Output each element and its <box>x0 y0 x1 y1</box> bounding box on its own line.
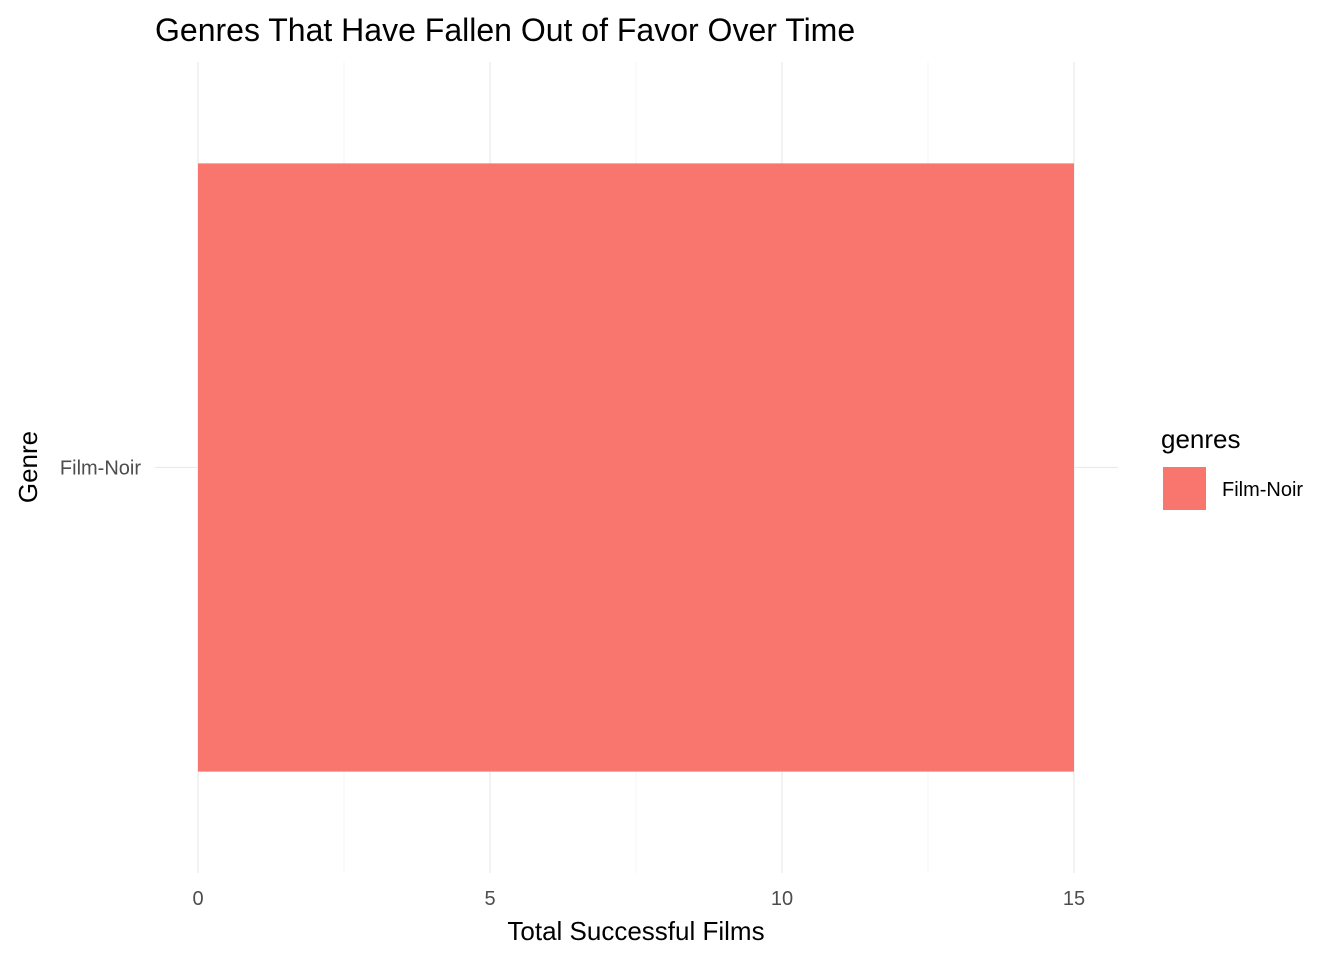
chart-title: Genres That Have Fallen Out of Favor Ove… <box>155 12 855 48</box>
x-tick-label: 5 <box>484 888 495 910</box>
y-axis-title: Genre <box>13 431 43 503</box>
bar-film-noir <box>198 163 1074 772</box>
legend: genres Film-Noir <box>1161 424 1303 510</box>
legend-swatch <box>1163 467 1206 510</box>
tick-labels: Film-Noir 0 5 10 15 <box>60 458 1085 911</box>
bars <box>198 163 1074 772</box>
legend-title: genres <box>1161 424 1241 454</box>
legend-label: Film-Noir <box>1222 479 1303 501</box>
legend-entries: Film-Noir <box>1163 467 1303 510</box>
y-tick-label: Film-Noir <box>60 458 141 480</box>
x-tick-label: 15 <box>1063 888 1085 910</box>
x-tick-label: 0 <box>192 888 203 910</box>
x-axis-title: Total Successful Films <box>507 916 764 946</box>
x-tick-label: 10 <box>771 888 793 910</box>
